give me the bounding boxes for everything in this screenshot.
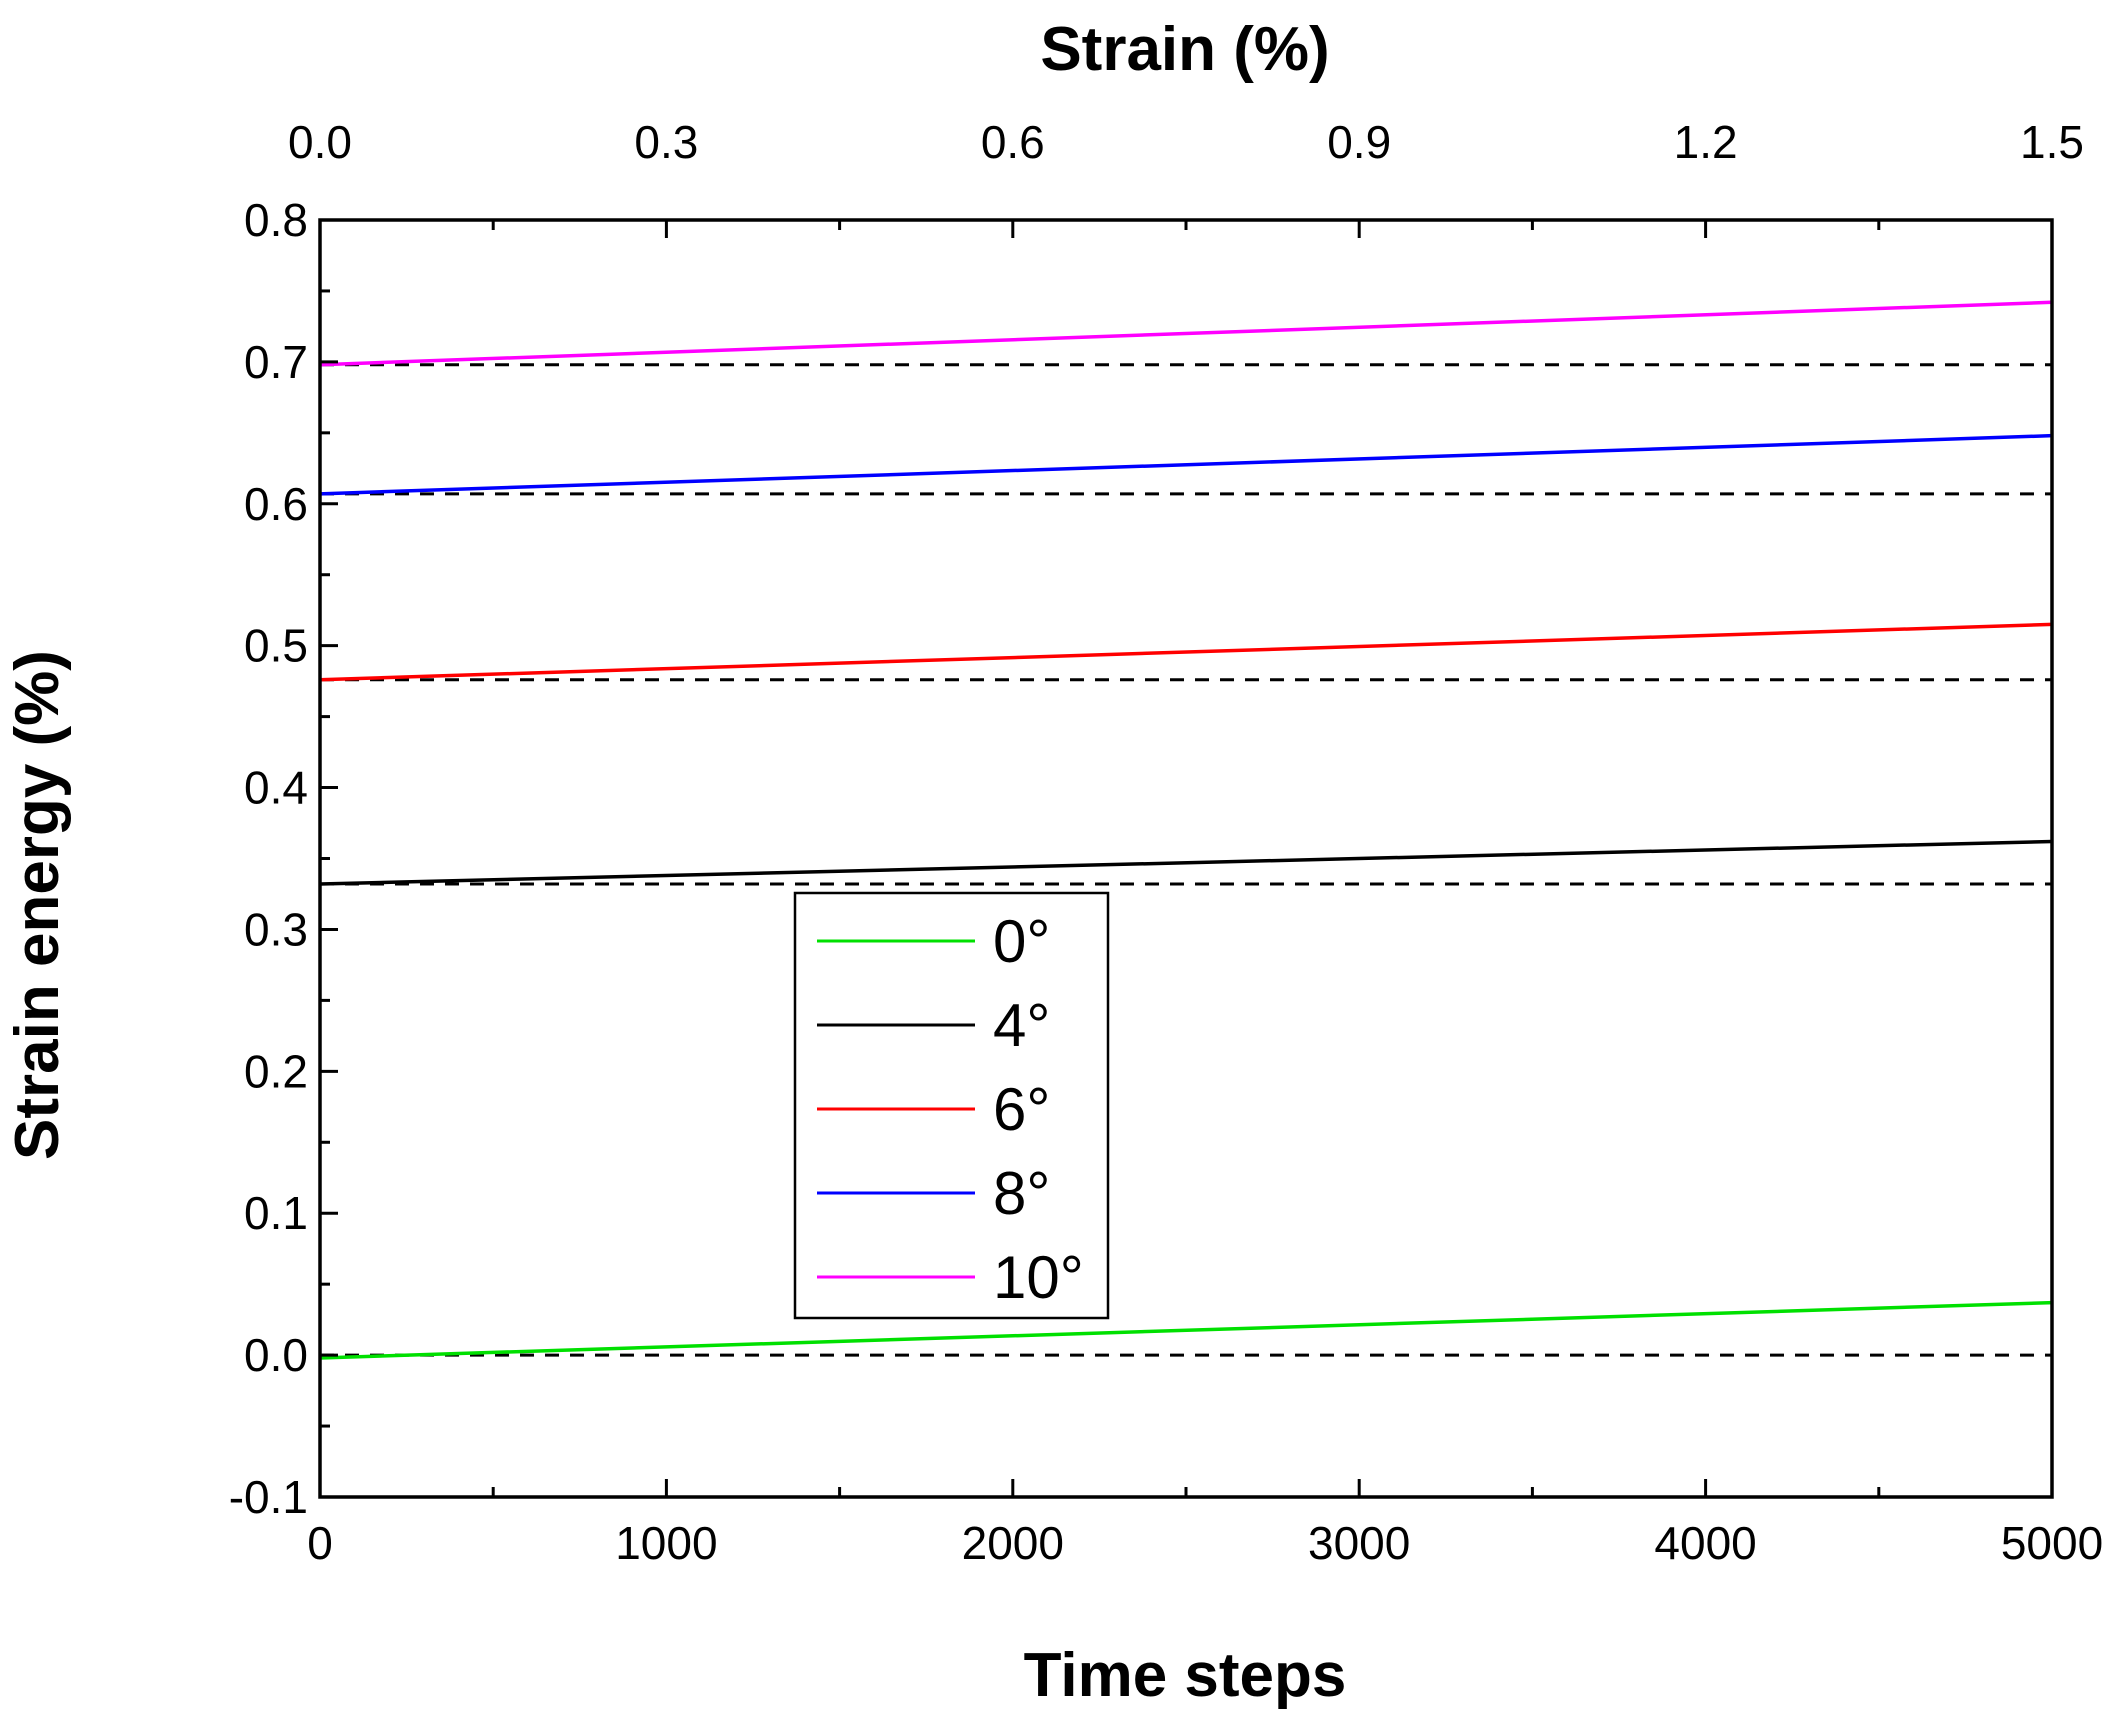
- x2-tick-label-1: 0.3: [634, 116, 698, 168]
- series-line-2: [319, 622, 2053, 682]
- x2-tick-label-4: 1.2: [1674, 116, 1738, 168]
- x2-tick-label-3: 0.9: [1327, 116, 1391, 168]
- x-tick-label-5: 5000: [2001, 1517, 2103, 1569]
- y-axis-title: Strain energy (%): [3, 650, 72, 1160]
- series-line-4: [319, 300, 2053, 367]
- plot-frame: [318, 218, 2054, 1499]
- y-tick-label-3: 0.2: [244, 1045, 308, 1097]
- y-tick-label-8: 0.7: [244, 336, 308, 388]
- series-line-0: [319, 1300, 2053, 1360]
- legend-label-1: 4°: [993, 992, 1050, 1059]
- legend-label-4: 10°: [993, 1244, 1084, 1311]
- y-tick-label-7: 0.6: [244, 478, 308, 530]
- x-axis-title: Time steps: [1024, 1641, 1347, 1710]
- y-tick-label-5: 0.4: [244, 762, 308, 814]
- x2-tick-label-5: 1.5: [2020, 116, 2084, 168]
- legend-box: [793, 891, 1110, 1320]
- y-tick-label-1: 0.0: [244, 1329, 308, 1381]
- legend-label-3: 8°: [993, 1160, 1050, 1227]
- x2-tick-label-0: 0.0: [288, 116, 352, 168]
- y-tick-label-2: 0.1: [244, 1187, 308, 1239]
- legend-label-0: 0°: [993, 908, 1050, 975]
- x2-tick-label-2: 0.6: [981, 116, 1045, 168]
- x-tick-label-0: 0: [307, 1517, 333, 1569]
- y-tick-label-0: -0.1: [229, 1471, 308, 1523]
- series-line-1: [319, 839, 2053, 886]
- y-tick-label-4: 0.3: [244, 903, 308, 955]
- y-tick-label-9: 0.8: [244, 194, 308, 246]
- y-tick-label-6: 0.5: [244, 620, 308, 672]
- x-tick-label-2: 2000: [962, 1517, 1064, 1569]
- x-tick-label-4: 4000: [1654, 1517, 1756, 1569]
- legend-label-2: 6°: [993, 1076, 1050, 1143]
- series-line-3: [319, 433, 2053, 496]
- x-tick-label-1: 1000: [615, 1517, 717, 1569]
- top-axis-title: Strain (%): [1040, 15, 1329, 84]
- x-tick-label-3: 3000: [1308, 1517, 1410, 1569]
